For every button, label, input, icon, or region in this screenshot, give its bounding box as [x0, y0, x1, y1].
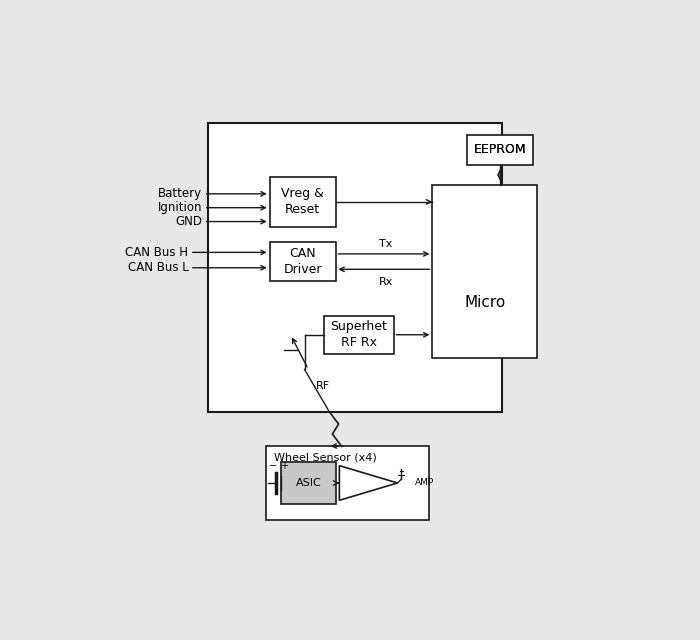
Text: EEPROM: EEPROM — [474, 143, 526, 156]
Bar — [468, 134, 533, 165]
Text: CAN Bus L: CAN Bus L — [127, 261, 188, 275]
Text: AMP: AMP — [414, 479, 434, 488]
Text: RF: RF — [316, 381, 330, 391]
Bar — [324, 316, 393, 354]
Text: CAN
Driver: CAN Driver — [284, 247, 322, 276]
Bar — [281, 462, 335, 504]
Text: EEPROM: EEPROM — [474, 143, 526, 156]
Text: Wheel Sensor (x4): Wheel Sensor (x4) — [274, 452, 377, 463]
Text: Micro: Micro — [464, 294, 505, 310]
Text: −: − — [270, 461, 278, 470]
Text: Ignition: Ignition — [158, 201, 202, 214]
Text: +: + — [279, 461, 288, 470]
Bar — [433, 184, 537, 358]
Bar — [208, 123, 502, 412]
Text: GND: GND — [175, 215, 202, 228]
Text: Tx: Tx — [379, 239, 393, 249]
Text: Rx: Rx — [379, 277, 393, 287]
Text: CAN Bus H: CAN Bus H — [125, 246, 188, 259]
Bar — [270, 177, 335, 227]
Text: Vreg &
Reset: Vreg & Reset — [281, 188, 324, 216]
Text: Superhet
RF Rx: Superhet RF Rx — [330, 320, 387, 349]
Text: ASIC: ASIC — [295, 478, 321, 488]
Text: Battery: Battery — [158, 188, 202, 200]
Bar — [266, 447, 428, 520]
Bar — [270, 243, 335, 281]
